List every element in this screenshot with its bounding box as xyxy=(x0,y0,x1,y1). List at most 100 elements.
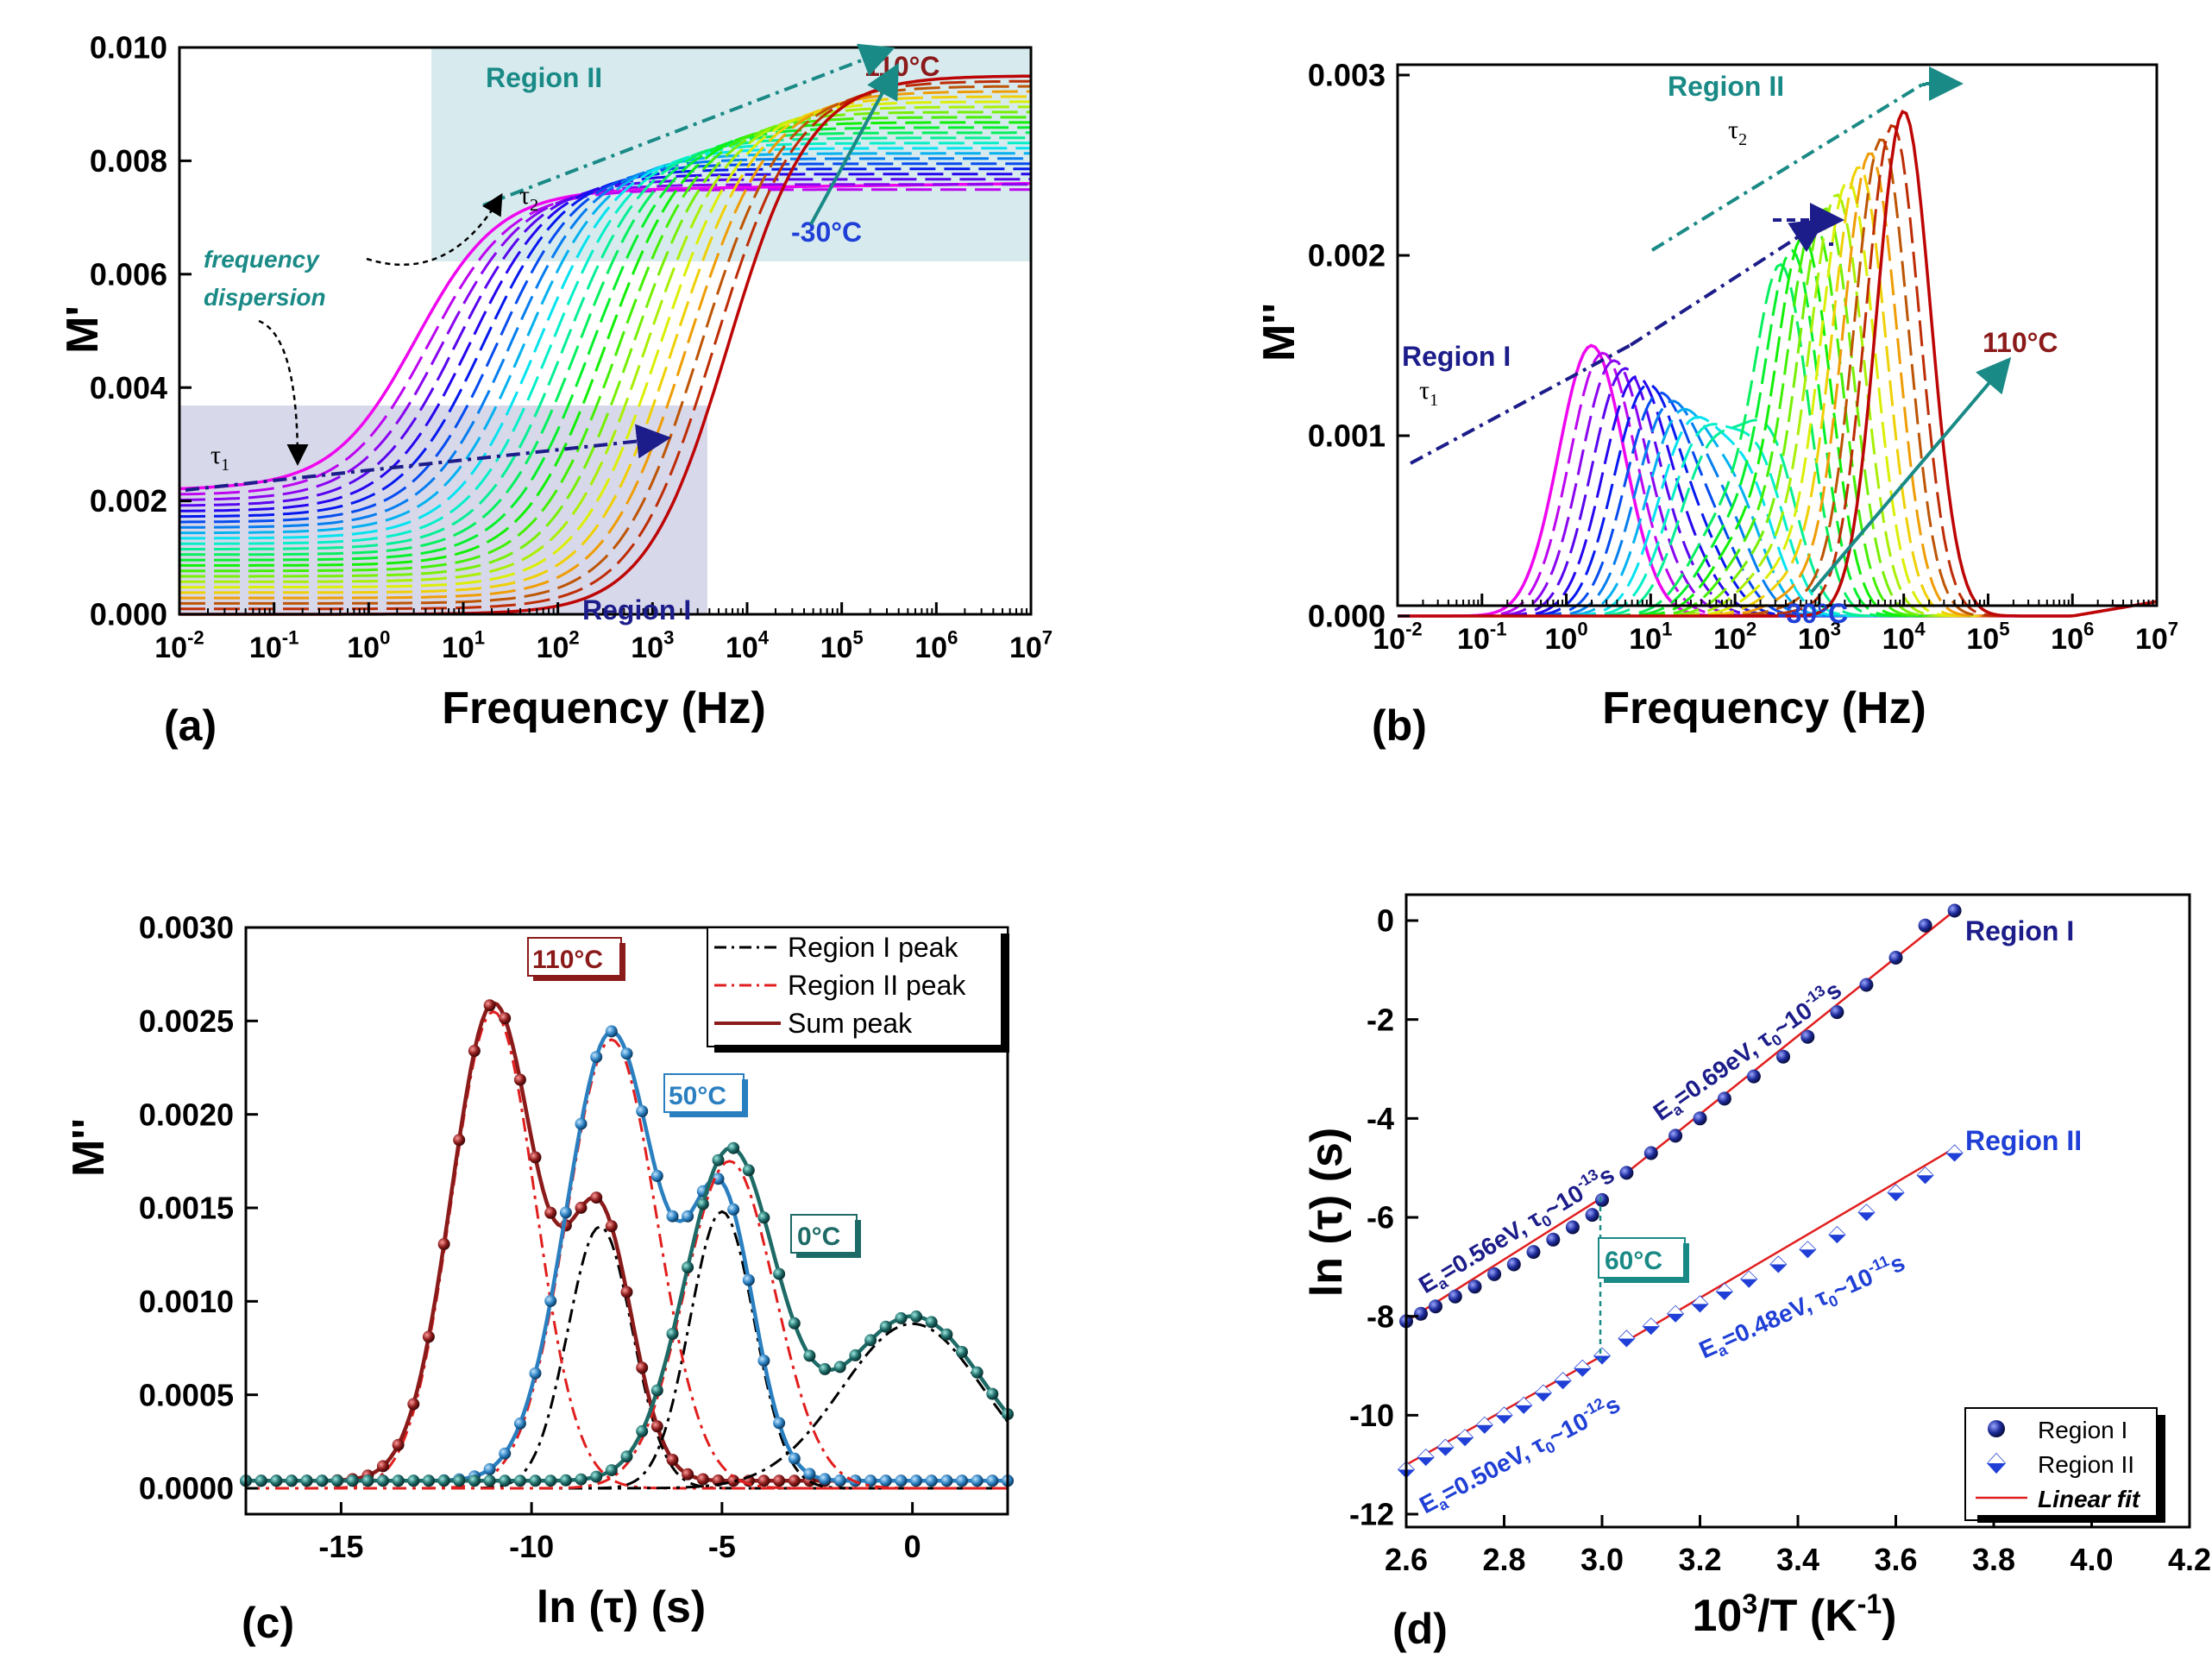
x-tick-label: 4.2 xyxy=(2168,1542,2211,1577)
tag-label: 0°C xyxy=(797,1223,840,1251)
legend-shadow-bottom xyxy=(714,1045,1009,1053)
data-point xyxy=(270,1474,283,1487)
data-point xyxy=(788,1452,801,1465)
x-tick-label: 100 xyxy=(1544,619,1587,656)
tag-shadow-bottom xyxy=(796,1252,861,1258)
region-1-label: Region I xyxy=(1402,341,1511,372)
region-1-trend-arrow xyxy=(1629,218,1826,347)
data-point xyxy=(956,1474,968,1487)
data-point xyxy=(712,1172,725,1185)
legend-shadow-bottom xyxy=(1977,1515,2165,1523)
diamond-marker-half xyxy=(1829,1227,1845,1235)
region-1-point xyxy=(1800,1029,1815,1044)
m-double-prime-curve xyxy=(1398,415,2158,618)
data-point xyxy=(376,1460,389,1473)
region-1-point xyxy=(1448,1289,1462,1304)
panel-b: 10-2 10-1 100 101 102 103 104 105 106 107 0.0000.… xyxy=(1254,58,2178,750)
x-tick-label: -15 xyxy=(318,1529,363,1564)
temperature-increase-arrow xyxy=(1810,356,2012,594)
region-1-peak xyxy=(246,1210,1008,1490)
data-point xyxy=(788,1474,801,1487)
x-tick-label: 3.0 xyxy=(1580,1542,1624,1577)
region-2-point xyxy=(1436,1438,1455,1456)
region-2-point xyxy=(1828,1226,1846,1244)
diamond-marker-half xyxy=(1888,1185,1904,1193)
m-prime-curve xyxy=(179,141,1031,545)
data-point xyxy=(971,1366,983,1379)
x-ticks: 10-2 10-1 100 101 102 103 104 105 106 107 xyxy=(1373,594,2178,656)
data-point xyxy=(742,1164,755,1177)
plot-frame xyxy=(244,926,1009,1516)
fit-annotation-region-1-low-t: Ea=0.69eV, τ0~10-13s xyxy=(1647,974,1848,1128)
data-point xyxy=(650,1384,663,1397)
region-1-peak xyxy=(246,1225,1008,1490)
tag-shadow xyxy=(1683,1243,1689,1283)
region-2-point xyxy=(1593,1347,1612,1365)
y-tick-label: 0.001 xyxy=(1308,418,1386,454)
tag-50: 50°C xyxy=(663,1073,748,1117)
data-point xyxy=(590,1191,603,1204)
curves xyxy=(240,999,1014,1490)
x-axis-label: ln (τ) (s) xyxy=(537,1582,707,1632)
data-point xyxy=(879,1320,892,1333)
m-double-prime-curve xyxy=(1398,423,2158,618)
y-tick-label: 0.003 xyxy=(1308,58,1386,93)
x-axis-label: Frequency (Hz) xyxy=(442,683,766,733)
data-point xyxy=(712,1154,725,1166)
data-point xyxy=(773,1474,786,1487)
x-ticks: 2.6 2.8 3.0 3.2 3.4 3.6 3.8 4.0 4.2 xyxy=(1385,1515,2211,1577)
legend-marker-region-2-half xyxy=(1988,1454,2005,1463)
data-point xyxy=(422,1474,435,1487)
diamond-marker-half xyxy=(1417,1449,1434,1458)
region-1-point xyxy=(1668,1128,1683,1143)
data-point xyxy=(529,1151,542,1164)
tag-label: 110°C xyxy=(532,946,603,974)
diamond-marker-half xyxy=(1476,1417,1492,1425)
data-point xyxy=(575,1201,588,1214)
region-2-point xyxy=(1799,1241,1817,1259)
data-point xyxy=(300,1474,313,1487)
tag-shadow xyxy=(742,1079,748,1117)
diamond-marker-half xyxy=(1800,1242,1816,1250)
legend-shadow-right xyxy=(2157,1415,2165,1523)
region-1-point xyxy=(1487,1267,1502,1281)
y-tick-label: 0.000 xyxy=(90,597,167,632)
tag-0: 0°C xyxy=(790,1214,861,1258)
diamond-marker-half xyxy=(1946,1145,1963,1154)
region-2-trend-arrow xyxy=(482,43,895,207)
m-double-prime-curve xyxy=(1398,110,2158,618)
data-point xyxy=(605,1025,618,1038)
x-tick-label: 101 xyxy=(442,627,485,664)
y-tick-label: 0.008 xyxy=(90,143,167,179)
data-point xyxy=(590,1470,603,1483)
data-point xyxy=(940,1474,953,1487)
data-point xyxy=(864,1334,877,1347)
x-tick-label: 10-2 xyxy=(1373,619,1422,656)
x-tick-label: 3.6 xyxy=(1874,1542,1917,1577)
data-point xyxy=(666,1210,679,1223)
diamond-marker-half xyxy=(1594,1348,1610,1356)
x-tick-label: 103 xyxy=(631,627,674,664)
region-1-point xyxy=(1830,1005,1844,1020)
data-point xyxy=(361,1474,374,1487)
tag-110: 110°C xyxy=(527,937,625,981)
legend-label-region-1: Region I xyxy=(2038,1417,2127,1443)
region-2-point xyxy=(1916,1166,1934,1185)
region-1-point xyxy=(1888,951,1903,965)
data-point xyxy=(513,1474,526,1487)
data-point xyxy=(650,1420,663,1433)
data-point xyxy=(895,1474,908,1487)
legend-label-region-1: Region I peak xyxy=(788,932,958,963)
y-tick-label: 0.006 xyxy=(90,256,167,292)
data-point xyxy=(819,1362,832,1375)
data-point xyxy=(666,1328,679,1340)
x-axis-label: Frequency (Hz) xyxy=(1602,683,1926,733)
data-point xyxy=(925,1316,938,1329)
x-tick-label: 106 xyxy=(2051,619,2094,656)
region-2-point xyxy=(1740,1270,1758,1288)
data-point xyxy=(590,1051,603,1064)
region-2-point xyxy=(1495,1406,1513,1424)
x-tick-label: 3.4 xyxy=(1776,1542,1819,1577)
m-prime-curve xyxy=(179,152,1031,535)
